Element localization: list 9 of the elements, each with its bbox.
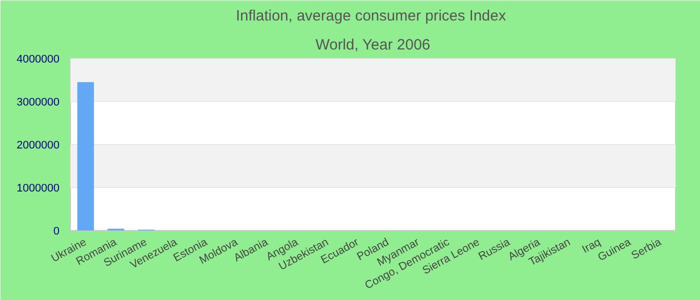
x-tick-label: Serbia (630, 236, 664, 262)
y-tick-label: 0 (53, 226, 60, 238)
y-tick-label: 3000000 (16, 96, 60, 108)
y-tick-label: 4000000 (16, 54, 60, 66)
y-tick-label: 2000000 (16, 140, 60, 152)
y-tick-label: 1000000 (16, 182, 60, 194)
bar (77, 82, 94, 230)
chart-subtitle: World, Year 2006 (315, 36, 430, 54)
chart-title: Inflation, average consumer prices Index (236, 8, 506, 24)
